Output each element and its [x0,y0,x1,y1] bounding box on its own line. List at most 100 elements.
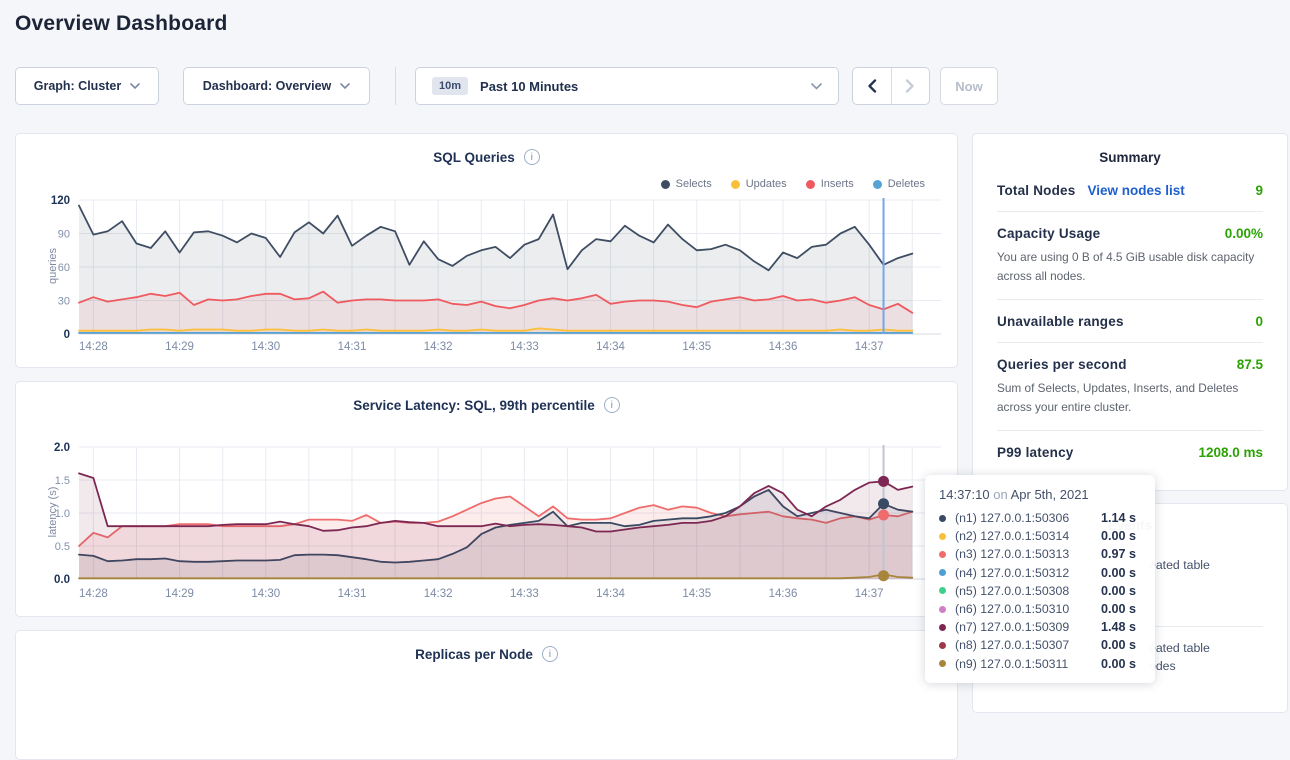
tooltip-node-row: (n8) 127.0.0.1:503070.00 s [939,636,1141,654]
summary-row-total-nodes: Total Nodes View nodes list 9 [997,169,1263,212]
node-address: (n1) 127.0.0.1:50306 [955,511,1101,525]
tooltip-node-row: (n5) 127.0.0.1:503080.00 s [939,582,1141,600]
svg-text:14:32: 14:32 [424,341,453,353]
svg-text:14:32: 14:32 [424,588,453,600]
service-latency-chart-plot[interactable]: 0.00.51.01.52.014:2814:2914:3014:3114:32… [16,382,959,618]
sql-queries-chart-card: SQL Queries i SelectsUpdatesInsertsDelet… [15,133,958,368]
svg-text:14:37: 14:37 [855,588,884,600]
time-range-badge: 10m [432,77,468,95]
svg-text:1.0: 1.0 [55,508,70,520]
svg-text:14:34: 14:34 [596,588,625,600]
svg-text:30: 30 [58,296,70,308]
node-latency-value: 1.14 s [1101,511,1136,525]
chevron-down-icon [340,83,350,89]
total-nodes-value: 9 [1255,183,1263,198]
tooltip-node-row: (n9) 127.0.0.1:503110.00 s [939,655,1141,673]
node-address: (n7) 127.0.0.1:50309 [955,620,1101,634]
tooltip-node-row: (n7) 127.0.0.1:503091.48 s [939,618,1141,636]
svg-text:14:33: 14:33 [510,588,539,600]
info-icon[interactable]: i [542,646,558,662]
tooltip-node-row: (n6) 127.0.0.1:503100.00 s [939,600,1141,618]
time-range-label: Past 10 Minutes [480,79,578,94]
summary-row-p99: P99 latency 1208.0 ms [997,431,1263,473]
total-nodes-label: Total Nodes [997,183,1075,198]
node-latency-value: 1.48 s [1101,620,1136,634]
svg-text:14:34: 14:34 [596,341,625,353]
chart-title: Replicas per Node [415,647,533,662]
node-latency-value: 0.97 s [1101,547,1136,561]
summary-row-unavailable-ranges: Unavailable ranges 0 [997,300,1263,343]
tooltip-node-row: (n4) 127.0.0.1:503120.00 s [939,564,1141,582]
service-latency-chart-card: Service Latency: SQL, 99th percentile i … [15,381,958,617]
page-title: Overview Dashboard [15,12,228,36]
unavailable-ranges-label: Unavailable ranges [997,314,1124,329]
time-next-button[interactable] [891,68,929,104]
event-item-text: eated table [1149,558,1210,572]
svg-text:14:35: 14:35 [682,588,711,600]
svg-text:0.5: 0.5 [55,541,70,553]
svg-text:14:31: 14:31 [338,588,367,600]
tooltip-timestamp: 14:37:10 on Apr 5th, 2021 [939,487,1141,502]
view-nodes-list-link[interactable]: View nodes list [1087,183,1184,198]
node-latency-value: 0.00 s [1101,638,1136,652]
dashboard-dropdown-label: Dashboard: Overview [203,79,332,93]
node-color-dot [939,551,946,558]
svg-text:14:29: 14:29 [165,341,194,353]
svg-text:14:36: 14:36 [769,341,798,353]
svg-text:90: 90 [58,229,70,241]
time-step-buttons [852,67,930,105]
node-latency-value: 0.00 s [1101,657,1136,671]
overview-dashboard-page: Overview Dashboard Graph: Cluster Dashbo… [0,0,1290,689]
time-prev-button[interactable] [853,68,891,104]
node-color-dot [939,660,946,667]
node-color-dot [939,587,946,594]
node-latency-value: 0.00 s [1101,584,1136,598]
node-color-dot [939,624,946,631]
node-color-dot [939,515,946,522]
unavailable-ranges-value: 0 [1255,314,1263,329]
chevron-right-icon [905,79,915,93]
sql-queries-chart-plot[interactable]: 030609012014:2814:2914:3014:3114:3214:33… [16,134,959,369]
node-color-dot [939,569,946,576]
svg-text:1.5: 1.5 [55,475,70,487]
qps-label: Queries per second [997,357,1127,372]
node-address: (n5) 127.0.0.1:50308 [955,584,1101,598]
svg-text:14:33: 14:33 [510,341,539,353]
svg-text:14:31: 14:31 [338,341,367,353]
summary-row-capacity: Capacity Usage 0.00% You are using 0 B o… [997,212,1263,300]
node-latency-value: 0.00 s [1101,529,1136,543]
node-color-dot [939,606,946,613]
svg-text:14:28: 14:28 [79,588,108,600]
chart-hover-tooltip: 14:37:10 on Apr 5th, 2021 (n1) 127.0.0.1… [925,475,1155,683]
node-address: (n4) 127.0.0.1:50312 [955,566,1101,580]
now-button-label: Now [955,79,982,94]
p99-latency-value: 1208.0 ms [1198,445,1263,460]
chevron-down-icon [811,83,822,90]
capacity-usage-label: Capacity Usage [997,226,1100,241]
node-address: (n6) 127.0.0.1:50310 [955,602,1101,616]
qps-value: 87.5 [1237,357,1263,372]
time-range-picker[interactable]: 10m Past 10 Minutes [415,67,839,105]
svg-text:14:29: 14:29 [165,588,194,600]
chevron-down-icon [130,83,140,89]
graph-dropdown[interactable]: Graph: Cluster [15,67,159,105]
svg-text:120: 120 [51,195,70,207]
svg-text:14:30: 14:30 [251,588,280,600]
replicas-per-node-chart-card: Replicas per Node i [15,630,958,760]
svg-text:14:28: 14:28 [79,341,108,353]
node-address: (n2) 127.0.0.1:50314 [955,529,1101,543]
capacity-usage-description: You are using 0 B of 4.5 GiB usable disk… [997,248,1263,286]
node-latency-value: 0.00 s [1101,602,1136,616]
chevron-left-icon [867,79,877,93]
node-color-dot [939,533,946,540]
now-button[interactable]: Now [940,67,998,105]
summary-title: Summary [997,134,1263,169]
dashboard-dropdown[interactable]: Dashboard: Overview [183,67,370,105]
svg-text:60: 60 [58,262,70,274]
qps-description: Sum of Selects, Updates, Inserts, and De… [997,379,1263,417]
svg-text:2.0: 2.0 [54,442,70,454]
summary-panel: Summary Total Nodes View nodes list 9 Ca… [972,133,1288,491]
tooltip-node-row: (n1) 127.0.0.1:503061.14 s [939,509,1141,527]
svg-text:14:35: 14:35 [682,341,711,353]
svg-text:14:37: 14:37 [855,341,884,353]
